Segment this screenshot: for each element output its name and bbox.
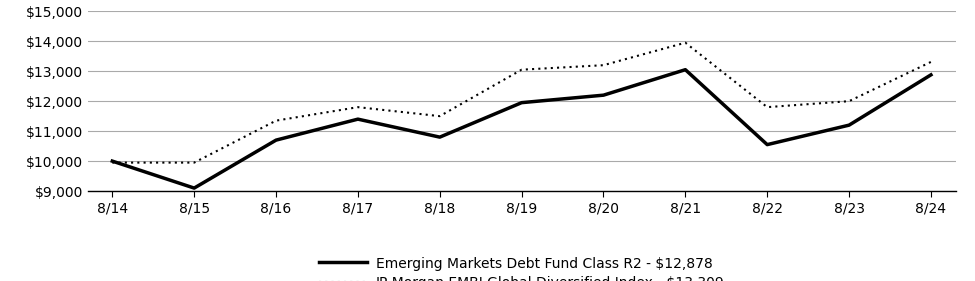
Emerging Markets Debt Fund Class R2 - $12,878 — [680, 68, 691, 71]
JP Morgan EMBI Global Diversified Index - $13,309 — [434, 114, 446, 118]
Emerging Markets Debt Fund Class R2 - $12,878 — [516, 101, 527, 104]
JP Morgan EMBI Global Diversified Index - $13,309 — [106, 161, 118, 164]
JP Morgan EMBI Global Diversified Index - $13,309 — [188, 161, 200, 164]
JP Morgan EMBI Global Diversified Index - $13,309 — [925, 60, 937, 64]
Emerging Markets Debt Fund Class R2 - $12,878 — [761, 143, 773, 146]
Emerging Markets Debt Fund Class R2 - $12,878 — [598, 94, 609, 97]
Emerging Markets Debt Fund Class R2 - $12,878 — [352, 117, 364, 121]
Emerging Markets Debt Fund Class R2 - $12,878 — [925, 73, 937, 76]
Emerging Markets Debt Fund Class R2 - $12,878 — [843, 123, 855, 127]
JP Morgan EMBI Global Diversified Index - $13,309 — [598, 64, 609, 67]
JP Morgan EMBI Global Diversified Index - $13,309 — [761, 105, 773, 109]
Emerging Markets Debt Fund Class R2 - $12,878 — [106, 159, 118, 163]
Legend: Emerging Markets Debt Fund Class R2 - $12,878, JP Morgan EMBI Global Diversified: Emerging Markets Debt Fund Class R2 - $1… — [313, 251, 730, 281]
JP Morgan EMBI Global Diversified Index - $13,309 — [352, 105, 364, 109]
Emerging Markets Debt Fund Class R2 - $12,878 — [434, 135, 446, 139]
JP Morgan EMBI Global Diversified Index - $13,309 — [516, 68, 527, 71]
Line: Emerging Markets Debt Fund Class R2 - $12,878: Emerging Markets Debt Fund Class R2 - $1… — [112, 70, 931, 188]
JP Morgan EMBI Global Diversified Index - $13,309 — [843, 99, 855, 103]
JP Morgan EMBI Global Diversified Index - $13,309 — [680, 41, 691, 44]
JP Morgan EMBI Global Diversified Index - $13,309 — [270, 119, 282, 122]
Emerging Markets Debt Fund Class R2 - $12,878 — [270, 139, 282, 142]
Line: JP Morgan EMBI Global Diversified Index - $13,309: JP Morgan EMBI Global Diversified Index … — [112, 43, 931, 163]
Emerging Markets Debt Fund Class R2 - $12,878 — [188, 186, 200, 190]
